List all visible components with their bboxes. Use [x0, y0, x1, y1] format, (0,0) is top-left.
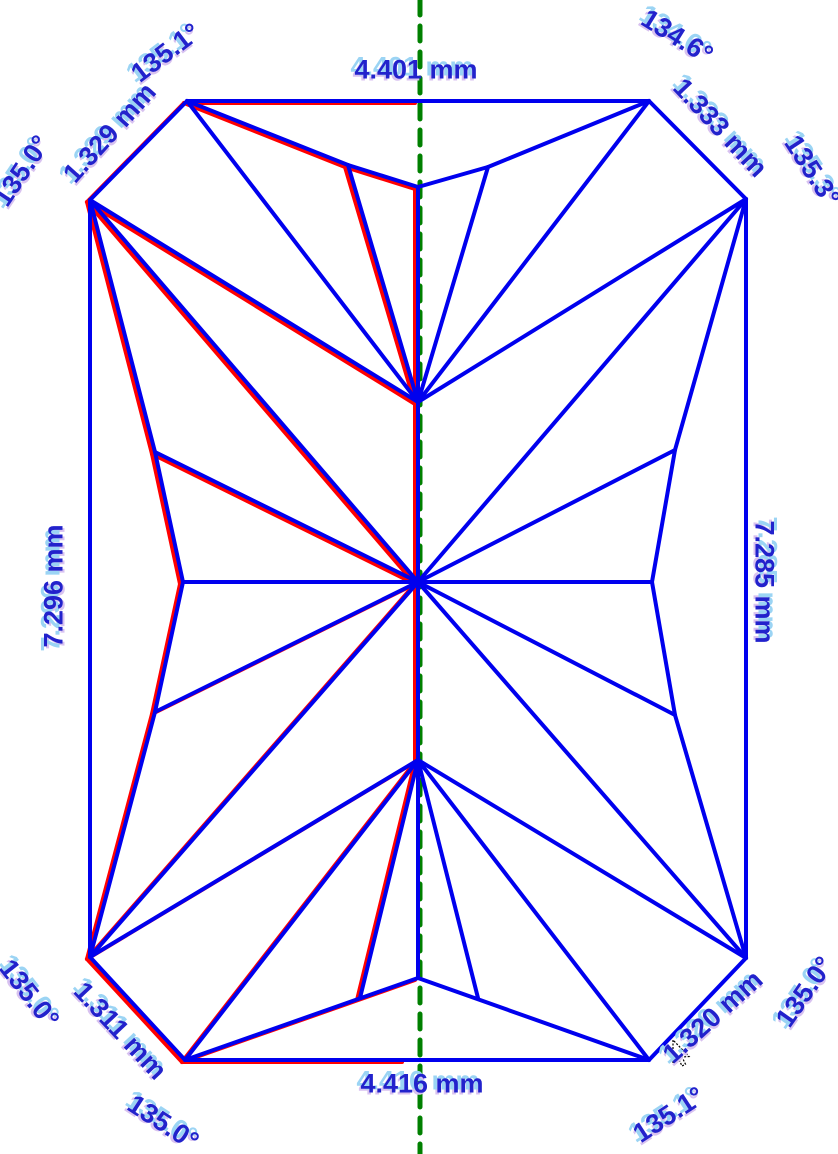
- mouse-cursor: [672, 1038, 691, 1067]
- facet-lines: [88, 99, 748, 1062]
